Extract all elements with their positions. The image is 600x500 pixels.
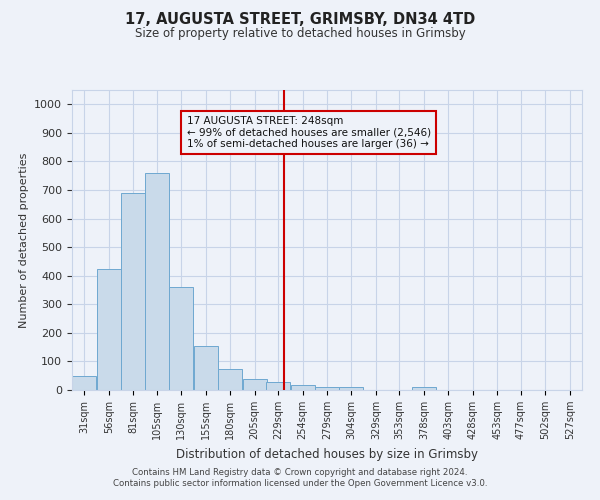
Bar bbox=[218, 368, 242, 390]
Bar bbox=[412, 387, 436, 390]
Text: Contains HM Land Registry data © Crown copyright and database right 2024.
Contai: Contains HM Land Registry data © Crown c… bbox=[113, 468, 487, 487]
Text: 17, AUGUSTA STREET, GRIMSBY, DN34 4TD: 17, AUGUSTA STREET, GRIMSBY, DN34 4TD bbox=[125, 12, 475, 28]
Bar bbox=[194, 346, 218, 390]
Bar bbox=[121, 193, 145, 390]
Bar bbox=[242, 378, 266, 390]
Bar bbox=[169, 287, 193, 390]
Text: Size of property relative to detached houses in Grimsby: Size of property relative to detached ho… bbox=[134, 28, 466, 40]
Bar bbox=[145, 173, 169, 390]
Text: 17 AUGUSTA STREET: 248sqm
← 99% of detached houses are smaller (2,546)
1% of sem: 17 AUGUSTA STREET: 248sqm ← 99% of detac… bbox=[187, 116, 431, 149]
Bar bbox=[315, 387, 339, 390]
X-axis label: Distribution of detached houses by size in Grimsby: Distribution of detached houses by size … bbox=[176, 448, 478, 460]
Bar bbox=[97, 268, 121, 390]
Bar bbox=[266, 382, 290, 390]
Bar bbox=[290, 385, 314, 390]
Y-axis label: Number of detached properties: Number of detached properties bbox=[19, 152, 29, 328]
Bar bbox=[340, 387, 364, 390]
Bar bbox=[72, 376, 96, 390]
